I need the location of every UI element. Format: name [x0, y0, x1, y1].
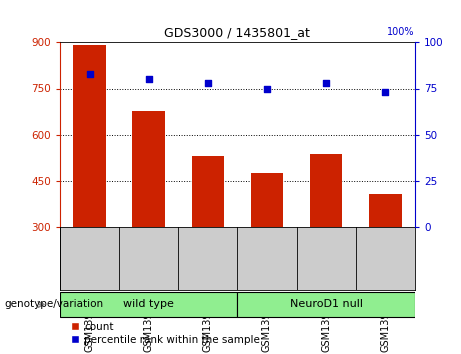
FancyBboxPatch shape: [237, 292, 415, 317]
Bar: [192, 156, 224, 227]
Point: [145, 76, 152, 82]
Point: [86, 71, 93, 76]
Text: wild type: wild type: [123, 299, 174, 309]
Bar: [73, 45, 106, 227]
FancyBboxPatch shape: [60, 292, 237, 317]
Bar: [310, 154, 343, 227]
Point: [382, 89, 389, 95]
Point: [322, 80, 330, 86]
Point: [204, 80, 212, 86]
Bar: [369, 194, 402, 227]
Text: 100%: 100%: [387, 27, 415, 37]
Text: genotype/variation: genotype/variation: [5, 299, 104, 309]
Text: NeuroD1 null: NeuroD1 null: [290, 299, 363, 309]
Bar: [251, 173, 283, 227]
Point: [263, 86, 271, 91]
Bar: [132, 110, 165, 227]
Legend: count, percentile rank within the sample: count, percentile rank within the sample: [65, 317, 264, 349]
Title: GDS3000 / 1435801_at: GDS3000 / 1435801_at: [165, 25, 310, 39]
